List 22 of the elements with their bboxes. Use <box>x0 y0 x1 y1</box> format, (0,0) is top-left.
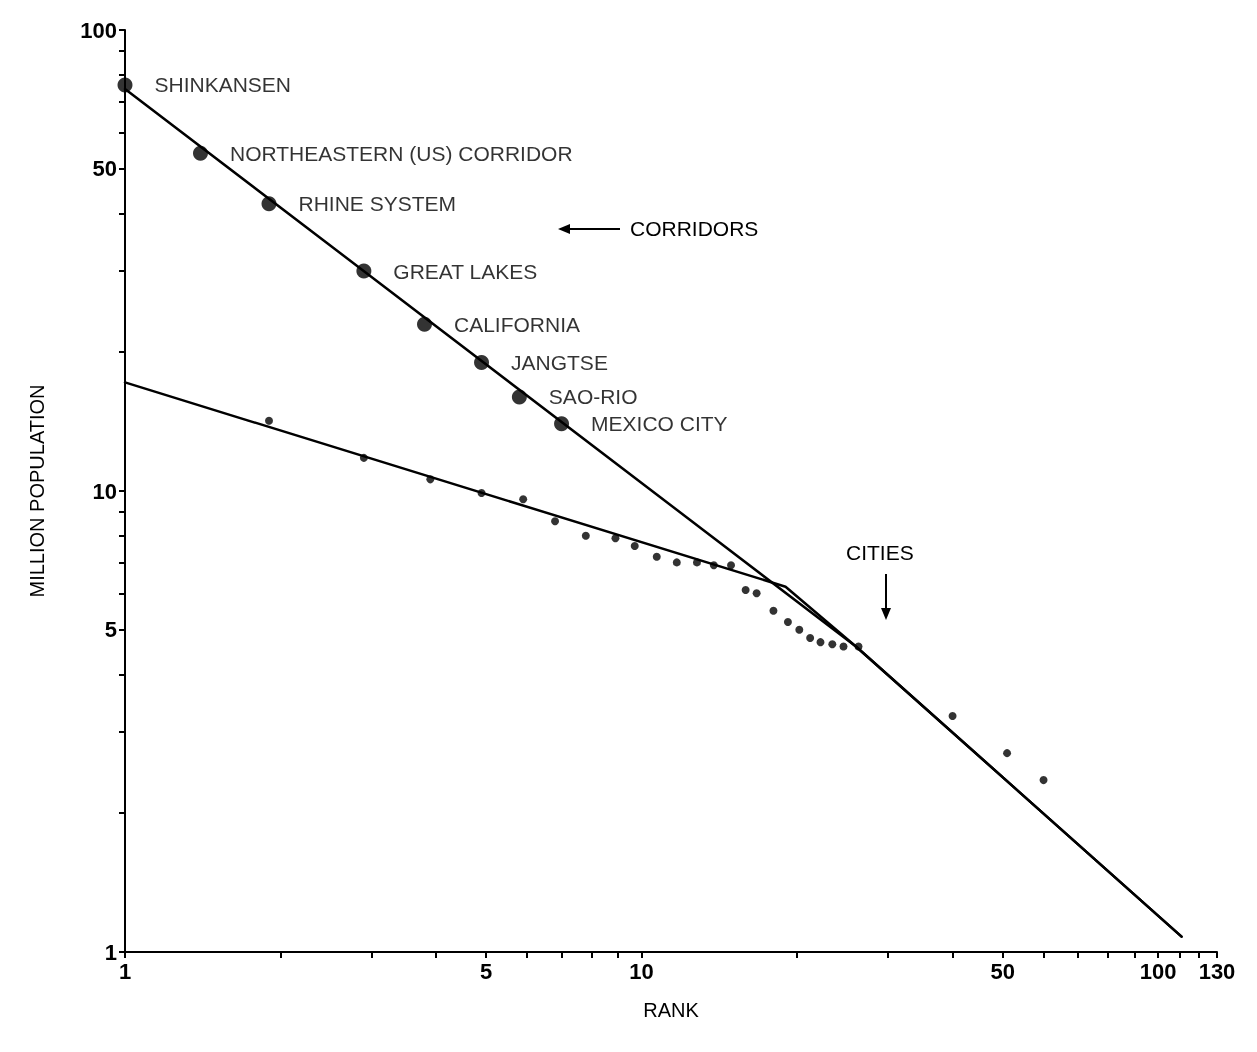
annotation: CORRIDORS <box>630 216 759 242</box>
x-tick-label: 100 <box>1139 958 1177 984</box>
data-label: MEXICO CITY <box>591 412 728 436</box>
data-label: RHINE SYSTEM <box>298 192 457 216</box>
data-label: CALIFORNIA <box>454 312 581 336</box>
x-tick-label: 130 <box>1198 958 1236 984</box>
data-label: GREAT LAKES <box>393 259 538 283</box>
y-tick-label: 100 <box>80 17 117 43</box>
y-tick-label: 1 <box>104 939 117 965</box>
data-label: NORTHEASTERN (US) CORRIDOR <box>229 141 573 165</box>
y-tick-label: 10 <box>92 478 117 504</box>
x-tick-label: 5 <box>479 958 493 984</box>
annotation: CITIES <box>846 540 914 566</box>
y-tick-label: 5 <box>104 617 117 643</box>
data-label: SHINKANSEN <box>154 73 292 97</box>
y-tick-label: 50 <box>92 156 117 182</box>
x-tick-label: 10 <box>629 958 654 984</box>
x-tick-label: 50 <box>990 958 1015 984</box>
x-axis-title: RANK <box>643 999 700 1021</box>
data-label: SAO-RIO <box>548 385 638 409</box>
y-axis-title: MILLION POPULATION <box>26 384 48 598</box>
data-label: JANGTSE <box>511 350 608 374</box>
